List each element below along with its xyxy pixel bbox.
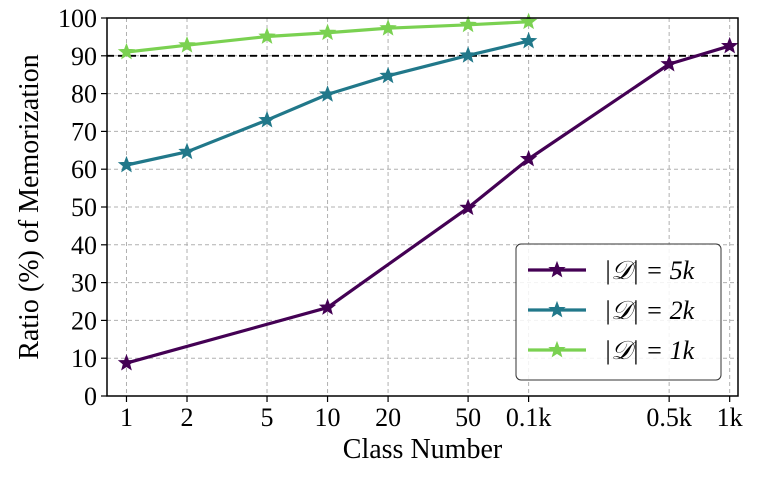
data-point-star — [318, 23, 337, 41]
legend-marker-star — [548, 260, 566, 278]
x-axis-label: Class Number — [343, 434, 503, 465]
series-group — [117, 12, 538, 60]
legend: |𝒟| = 5k |𝒟| = 2k |𝒟| = 1k — [515, 243, 722, 381]
legend-marker-star — [548, 300, 566, 318]
data-point-star — [519, 149, 538, 167]
y-tick-label: 50 — [71, 193, 97, 222]
data-point-star — [258, 27, 276, 44]
x-tick-label: 5 — [261, 403, 274, 432]
y-tick-label: 20 — [71, 306, 97, 335]
series-line — [126, 44, 731, 365]
data-point-star — [117, 42, 136, 60]
legend-box — [515, 243, 722, 381]
x-tick-label: 0.5k — [646, 403, 692, 432]
y-axis-label: Ratio (%) of Memorization — [14, 54, 45, 360]
data-point-star — [519, 31, 538, 49]
y-tick-label: 80 — [71, 80, 97, 109]
series-group — [117, 36, 739, 371]
x-tick-label: 0.1k — [506, 403, 552, 432]
data-point-star — [379, 66, 397, 84]
legend-label: |𝒟| = 5k — [604, 256, 695, 285]
legend-label: |𝒟| = 2k — [604, 296, 695, 325]
data-point-star — [519, 12, 538, 30]
data-point-star — [459, 46, 477, 63]
y-tick-label: 10 — [71, 344, 97, 373]
data-point-star — [318, 298, 337, 315]
data-point-star — [660, 54, 678, 72]
data-point-star — [318, 85, 337, 102]
x-tick-label: 10 — [315, 403, 341, 432]
data-point-star — [117, 353, 136, 371]
axis-ticks: 0 10 20 30 40 50 60 70 80 90 100 1 2 5 10 20 50 0.1k 0.5k 1… — [58, 4, 743, 432]
y-tick-label: 60 — [71, 155, 97, 184]
data-point-star — [117, 155, 136, 173]
legend-label: |𝒟| = 1k — [604, 336, 695, 365]
y-tick-label: 40 — [71, 231, 97, 260]
series-lines — [117, 12, 739, 371]
x-tick-label: 1 — [120, 403, 133, 432]
legend-marker-star — [548, 340, 566, 358]
data-point-star — [379, 19, 397, 36]
data-point-star — [721, 36, 739, 54]
x-tick-label: 1k — [717, 403, 743, 432]
y-tick-label: 70 — [71, 117, 97, 146]
y-tick-label: 100 — [58, 4, 97, 33]
y-tick-label: 90 — [71, 42, 97, 71]
data-point-star — [178, 142, 196, 160]
x-tick-label: 50 — [455, 403, 481, 432]
y-tick-label: 30 — [71, 269, 97, 298]
series-group — [117, 31, 538, 173]
data-point-star — [459, 198, 477, 216]
y-tick-label: 0 — [84, 382, 97, 411]
data-point-star — [459, 15, 477, 33]
data-point-star — [258, 110, 276, 128]
x-tick-label: 2 — [181, 403, 194, 432]
x-tick-label: 20 — [375, 403, 401, 432]
data-point-star — [178, 36, 196, 53]
